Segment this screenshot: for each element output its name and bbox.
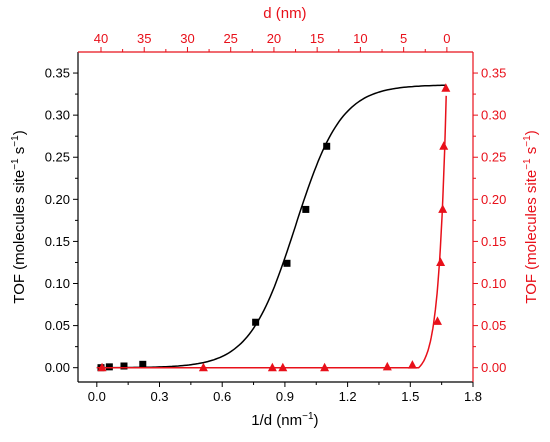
data-point-square <box>105 363 113 371</box>
top-tick-label: 20 <box>267 31 281 46</box>
top-tick-label: 30 <box>180 31 194 46</box>
data-point-triangle <box>441 83 451 92</box>
data-point-triangle <box>439 141 449 150</box>
left-tick-label: 0.20 <box>45 192 70 207</box>
fit-curve-red <box>96 95 447 369</box>
data-point-square <box>302 205 310 213</box>
left-tick-label: 0.35 <box>45 66 70 81</box>
top-tick-label: 25 <box>223 31 237 46</box>
top-axis-title: d (nm) <box>263 5 306 22</box>
left-tick-label: 0.15 <box>45 234 70 249</box>
data-point-triangle <box>97 362 107 372</box>
right-tick-label: 0.00 <box>481 360 506 375</box>
right-tick-label: 0.10 <box>481 276 506 291</box>
data-point-triangle <box>320 362 330 372</box>
left-axis-title: TOF (molecules site−1 s−1) <box>10 130 28 303</box>
top-tick-label: 5 <box>400 31 407 46</box>
top-tick-label: 35 <box>137 31 151 46</box>
bottom-tick-label: 0.6 <box>213 389 231 404</box>
right-tick-label: 0.20 <box>481 192 506 207</box>
right-tick-label: 0.30 <box>481 108 506 123</box>
left-tick-label: 0.25 <box>45 150 70 165</box>
right-tick-label: 0.15 <box>481 234 506 249</box>
data-point-triangle <box>438 204 448 213</box>
fit-curve-black <box>96 84 446 369</box>
left-tick-label: 0.30 <box>45 108 70 123</box>
top-tick-label: 10 <box>353 31 367 46</box>
left-tick-label: 0.05 <box>45 318 70 333</box>
data-point-square <box>323 142 331 150</box>
data-point-square <box>252 318 260 326</box>
right-tick-label: 0.35 <box>481 66 506 81</box>
data-point-triangle <box>382 361 392 371</box>
data-point-square <box>283 259 291 267</box>
right-axis-title: TOF (molecules site−1 s−1) <box>522 130 540 303</box>
data-point-triangle <box>278 362 288 372</box>
top-tick-label: 15 <box>310 31 324 46</box>
data-point-triangle <box>407 360 417 369</box>
data-point-triangle <box>198 362 208 372</box>
data-point-triangle <box>267 362 277 372</box>
data-point-triangle <box>432 316 442 325</box>
bottom-tick-label: 1.2 <box>339 389 357 404</box>
bottom-tick-label: 1.8 <box>464 389 482 404</box>
right-tick-label: 0.05 <box>481 318 506 333</box>
left-tick-label: 0.00 <box>45 360 70 375</box>
bottom-tick-label: 0.0 <box>88 389 106 404</box>
left-tick-label: 0.10 <box>45 276 70 291</box>
bottom-tick-label: 1.5 <box>401 389 419 404</box>
data-point-triangle <box>436 257 446 266</box>
bottom-tick-label: 0.3 <box>150 389 168 404</box>
right-tick-label: 0.25 <box>481 150 506 165</box>
top-tick-label: 0 <box>443 31 450 46</box>
data-point-square <box>120 362 128 370</box>
data-point-square <box>139 360 147 368</box>
bottom-tick-label: 0.9 <box>276 389 294 404</box>
top-tick-label: 40 <box>94 31 108 46</box>
x-axis-title: 1/d (nm−1) <box>251 411 318 429</box>
